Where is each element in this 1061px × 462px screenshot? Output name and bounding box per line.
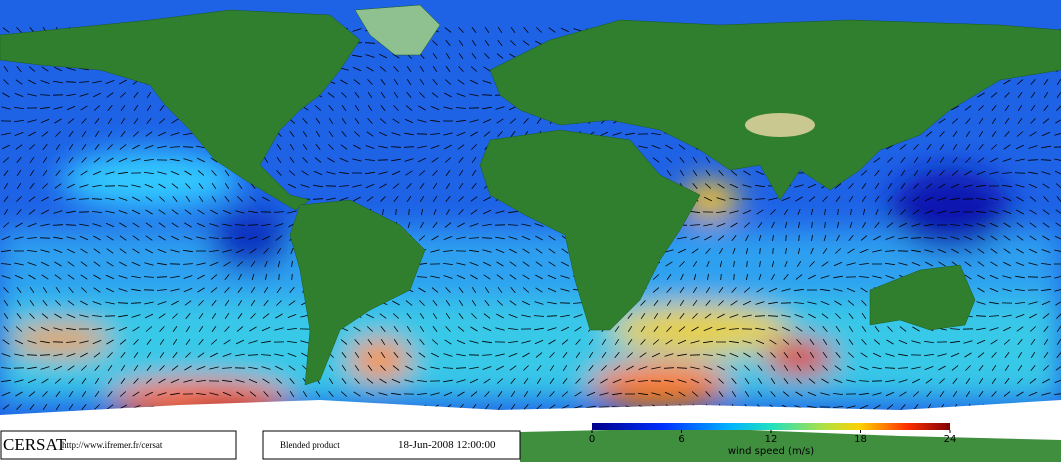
product: Blended product xyxy=(280,440,340,450)
colorbar-tick-label: 0 xyxy=(589,434,595,445)
colorbar-tick-label: 6 xyxy=(678,434,684,445)
info-box xyxy=(262,430,521,460)
url: http://www.ifremer.fr/cersat xyxy=(62,440,163,450)
wind-field xyxy=(0,150,1061,422)
info-boxes: CERSAT http://www.ifremer.fr/cersat Blen… xyxy=(0,430,521,460)
colorbar: wind speed (m/s) 0 6 12 18 24 xyxy=(589,423,957,457)
colorbar-tick-label: 24 xyxy=(944,434,957,445)
logo: CERSAT xyxy=(3,435,67,454)
land xyxy=(0,4,1061,386)
colorbar-label: wind speed (m/s) xyxy=(728,446,814,457)
antarctica-land xyxy=(520,428,1061,462)
colorbar-scale xyxy=(592,423,950,430)
info-box xyxy=(0,430,237,460)
date: 18-Jun-2008 12:00:00 xyxy=(398,439,496,451)
colorbar-tick-label: 12 xyxy=(765,434,778,445)
colorbar-tick-label: 18 xyxy=(854,434,867,445)
